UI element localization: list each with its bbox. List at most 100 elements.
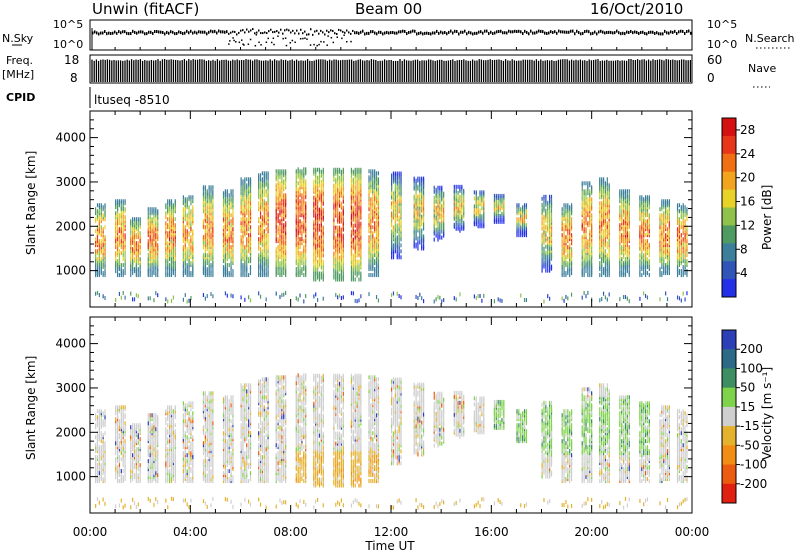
power-echo xyxy=(151,235,153,240)
power-echo xyxy=(340,201,343,206)
power-echo xyxy=(463,198,465,203)
power-echo xyxy=(299,219,301,224)
nsky-point xyxy=(255,34,258,36)
nsky-label: N.Sky xyxy=(2,32,34,45)
power-echo xyxy=(398,293,400,298)
power-echo xyxy=(392,191,395,196)
power-echo xyxy=(421,232,423,237)
power-echo xyxy=(337,187,339,192)
power-echo xyxy=(167,199,169,204)
power-echo xyxy=(318,253,321,258)
nsky-point xyxy=(592,31,594,35)
nsky-point xyxy=(598,30,600,34)
power-echo xyxy=(169,267,171,272)
power-echo xyxy=(475,296,477,301)
power-echo xyxy=(525,203,528,208)
nsky-point xyxy=(646,32,648,36)
power-echo xyxy=(188,253,190,258)
power-echo xyxy=(240,271,242,276)
power-echo xyxy=(317,167,319,172)
nsky-point xyxy=(544,31,546,35)
power-echo xyxy=(337,225,339,230)
power-echo xyxy=(545,250,547,255)
power-echo xyxy=(281,193,283,198)
nsky-point xyxy=(260,32,262,35)
power-echo xyxy=(413,222,415,227)
power-echo xyxy=(541,196,543,201)
nsky-point xyxy=(190,29,192,33)
power-echo xyxy=(459,184,461,189)
power-echo xyxy=(443,197,445,202)
nsky-point xyxy=(330,29,332,32)
power-echo xyxy=(285,207,287,212)
power-echo xyxy=(333,225,335,230)
power-echo xyxy=(182,245,185,250)
power-echo xyxy=(394,217,396,222)
power-echo xyxy=(265,189,267,194)
power-echo xyxy=(249,177,252,182)
power-echo xyxy=(147,267,149,272)
power-echo xyxy=(422,176,425,181)
power-echo xyxy=(212,251,214,256)
power-echo xyxy=(374,259,376,264)
power-echo xyxy=(315,239,317,244)
power-echo xyxy=(210,239,212,244)
power-echo xyxy=(350,291,353,296)
power-echo xyxy=(356,259,358,264)
power-echo xyxy=(350,183,353,188)
power-echo xyxy=(495,193,497,198)
nsky-point xyxy=(138,30,140,34)
power-echo xyxy=(545,208,547,213)
power-echo xyxy=(139,249,141,254)
power-echo xyxy=(133,267,136,272)
power-echo xyxy=(516,217,518,222)
nsky-point xyxy=(438,31,440,35)
nsky-point xyxy=(316,44,318,47)
nsky-point xyxy=(238,41,241,44)
power-echo xyxy=(135,241,137,246)
nsky-point xyxy=(288,29,290,32)
power-echo xyxy=(391,181,393,186)
power-echo xyxy=(354,277,356,282)
power-echo xyxy=(267,171,269,176)
power-echo xyxy=(190,245,192,250)
nsky-point xyxy=(358,31,360,35)
beam-title: Beam 00 xyxy=(355,0,423,18)
power-echo xyxy=(320,271,322,276)
nsky-point xyxy=(580,32,582,36)
power-echo xyxy=(545,268,547,273)
nsky-point xyxy=(345,41,348,43)
power-echo xyxy=(285,263,287,268)
nsky-point xyxy=(328,31,330,34)
power-echo xyxy=(356,203,358,208)
nsky-point xyxy=(276,30,278,33)
power-echo xyxy=(100,203,102,208)
power-echo xyxy=(396,185,398,190)
power-echo xyxy=(96,239,99,244)
power-echo xyxy=(374,225,376,230)
power-echo xyxy=(222,217,225,222)
power-echo xyxy=(153,298,155,303)
power-echo xyxy=(549,230,551,235)
power-echo xyxy=(157,233,159,238)
power-echo xyxy=(352,183,354,188)
power-echo xyxy=(398,191,400,196)
nsky-point xyxy=(344,31,346,34)
nsky-point xyxy=(176,31,178,35)
power-echo xyxy=(337,295,339,300)
power-echo xyxy=(120,251,122,256)
power-echo xyxy=(322,225,324,230)
power-echo xyxy=(297,227,299,232)
power-echo xyxy=(318,183,321,188)
power-echo xyxy=(104,203,106,208)
power-echo xyxy=(342,221,344,226)
power-echo xyxy=(518,203,520,208)
power-echo xyxy=(354,229,356,234)
power-echo xyxy=(169,263,171,268)
power-echo xyxy=(320,189,322,194)
power-echo xyxy=(317,271,319,276)
power-echo xyxy=(354,197,356,202)
power-echo xyxy=(305,265,307,270)
nsky-point xyxy=(168,31,170,35)
power-echo xyxy=(275,169,277,174)
